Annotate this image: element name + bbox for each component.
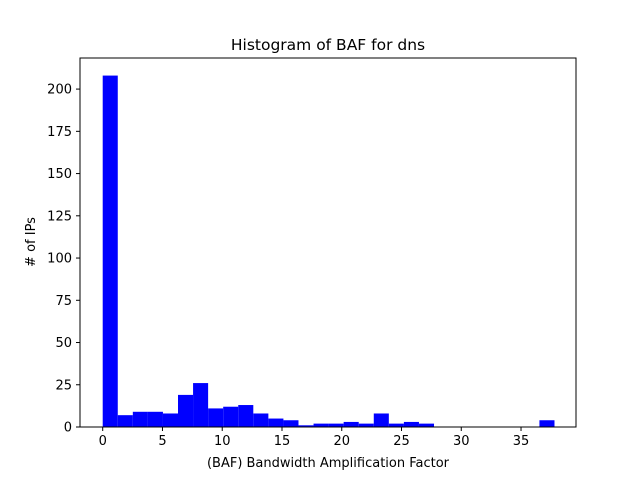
histogram-bar xyxy=(283,420,299,427)
y-tick-label: 175 xyxy=(47,125,72,140)
x-tick-label: 0 xyxy=(99,434,107,449)
histogram-bar xyxy=(388,423,404,427)
x-tick-label: 35 xyxy=(513,434,530,449)
histogram-bar xyxy=(403,421,419,427)
histogram-bar xyxy=(238,405,254,427)
histogram-bar xyxy=(162,413,179,427)
histogram-bar xyxy=(539,420,555,427)
histogram-bar xyxy=(313,423,329,427)
histogram-bar xyxy=(208,408,224,427)
histogram-bar xyxy=(178,394,194,427)
histogram-bar xyxy=(117,415,133,427)
histogram-bar xyxy=(268,418,284,427)
histogram-bar xyxy=(253,413,269,427)
y-tick-label: 75 xyxy=(55,294,72,309)
y-tick-label: 25 xyxy=(55,378,72,393)
histogram-bar xyxy=(328,423,344,427)
y-tick-label: 100 xyxy=(47,252,72,267)
histogram-bar xyxy=(298,425,314,427)
chart-title: Histogram of BAF for dns xyxy=(231,36,425,54)
x-tick-label: 15 xyxy=(274,434,291,449)
x-tick-label: 25 xyxy=(393,434,410,449)
y-tick-label: 125 xyxy=(47,209,72,224)
x-tick-label: 20 xyxy=(333,434,350,449)
histogram-bar xyxy=(418,423,435,427)
histogram-bar xyxy=(147,411,163,427)
y-tick-label: 200 xyxy=(47,83,72,98)
x-tick-label: 5 xyxy=(158,434,166,449)
y-tick-label: 50 xyxy=(55,336,72,351)
histogram-bar xyxy=(193,383,209,427)
x-tick-label: 10 xyxy=(214,434,231,449)
histogram-bar xyxy=(102,75,118,428)
x-axis-label: (BAF) Bandwidth Amplification Factor xyxy=(207,456,450,471)
histogram-bar xyxy=(358,423,374,427)
x-axis-ticks: 0 5 10 15 20 25 30 35 xyxy=(99,427,530,449)
histogram-bar xyxy=(223,406,239,427)
y-tick-label: 150 xyxy=(47,167,72,182)
histogram-bar xyxy=(132,411,148,427)
y-axis-label: # of IPs xyxy=(24,217,39,267)
histogram-bar xyxy=(343,421,359,427)
bars-group xyxy=(102,75,555,428)
histogram-bar xyxy=(373,413,389,427)
x-tick-label: 30 xyxy=(453,434,470,449)
y-tick-label: 0 xyxy=(64,421,72,436)
plot-frame xyxy=(79,57,577,428)
y-axis-ticks: 0 25 50 75 100 125 150 175 200 xyxy=(47,83,80,436)
